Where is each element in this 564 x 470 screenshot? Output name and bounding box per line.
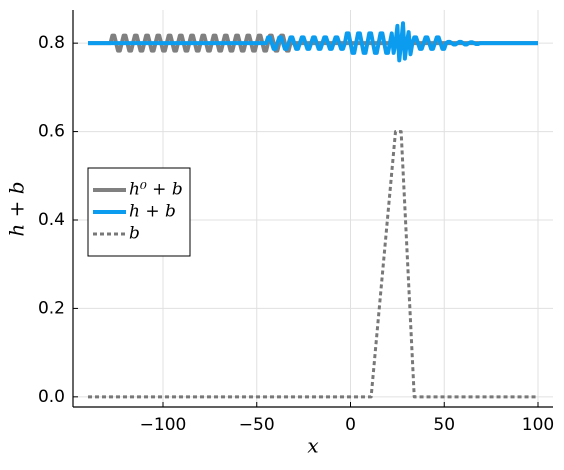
series-line [88, 130, 538, 399]
y-tick-label: 0.8 [38, 33, 65, 53]
y-tick-label: 0.2 [38, 298, 65, 318]
x-tick-label: 0 [345, 415, 356, 435]
x-axis-label: x [307, 434, 318, 458]
y-tick-label: 0.6 [38, 122, 65, 142]
legend-label: b [129, 224, 140, 244]
y-axis-label: h + b [5, 181, 29, 236]
y-tick-label: 0.0 [38, 387, 65, 407]
x-tick-label: 100 [522, 415, 554, 435]
x-tick-label: −100 [140, 415, 187, 435]
y-tick-label: 0.4 [38, 210, 65, 230]
x-tick-label: 50 [433, 415, 455, 435]
legend-label: h + b [129, 202, 176, 222]
x-tick-label: −50 [239, 415, 275, 435]
legend-label: h⁰ + b [129, 180, 183, 200]
series-line [88, 21, 538, 63]
